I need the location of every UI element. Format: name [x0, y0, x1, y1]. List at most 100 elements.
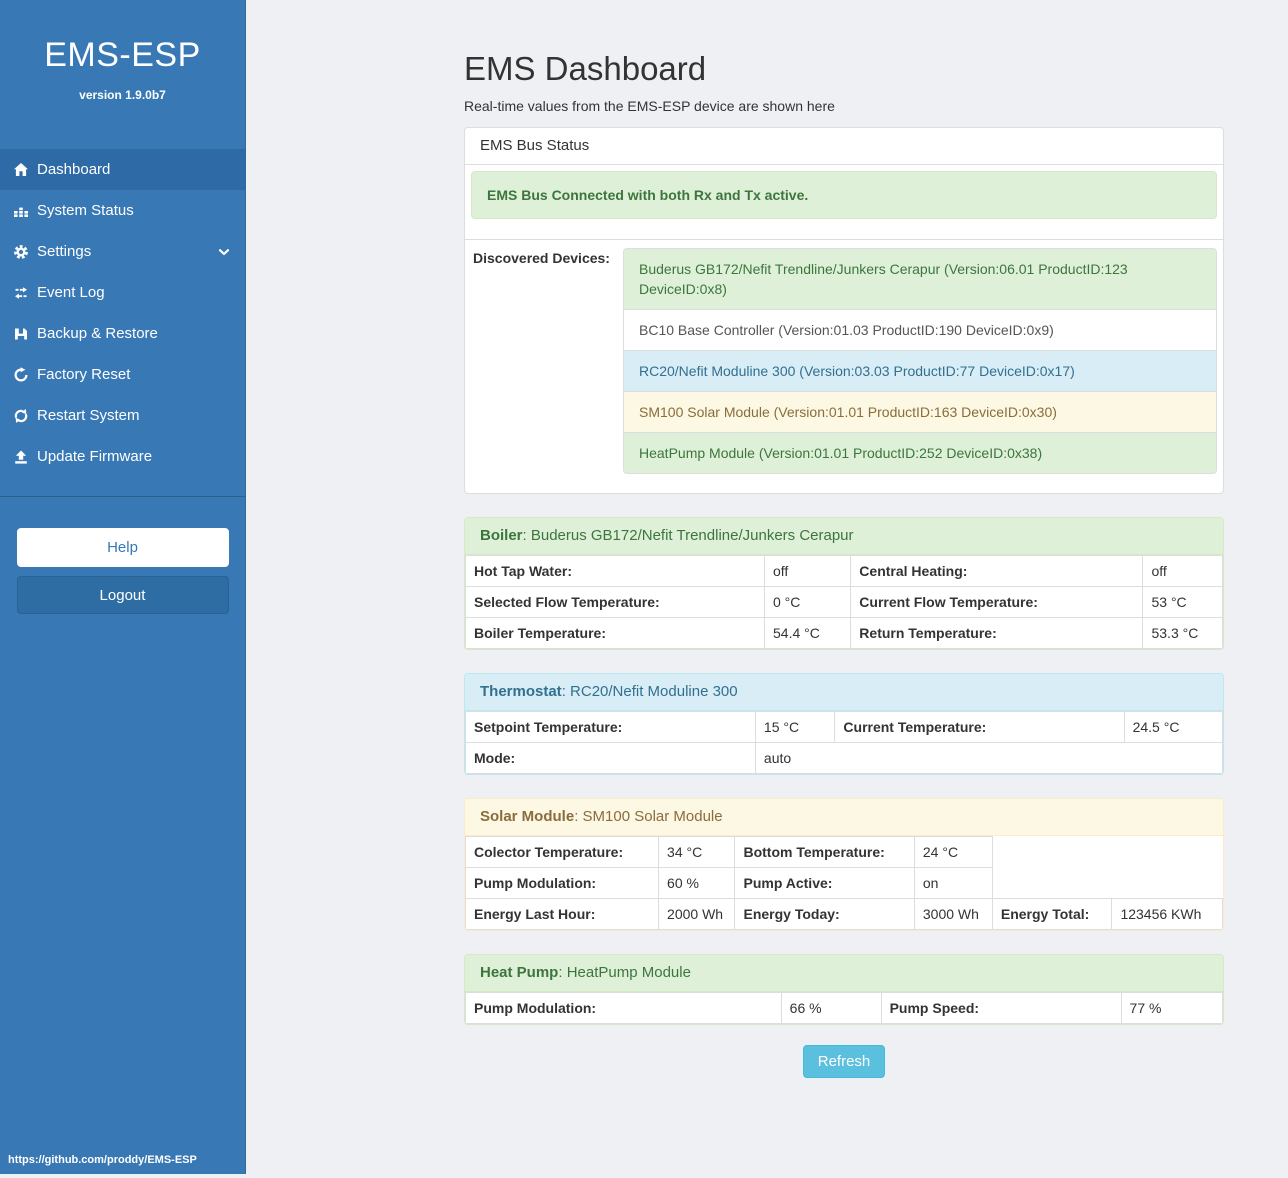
- page-subtitle: Real-time values from the EMS-ESP device…: [464, 98, 835, 114]
- sidebar: EMS-ESP version 1.9.0b7 Dashboard System…: [0, 0, 246, 1174]
- thermostat-table: Setpoint Temperature: 15 °C Current Temp…: [465, 711, 1223, 774]
- table-row: Pump Modulation: 66 % Pump Speed: 77 %: [465, 992, 1223, 1024]
- table-cell-label: Pump Modulation:: [465, 992, 782, 1024]
- table-cell-value: 24.5 °C: [1123, 711, 1223, 743]
- table-cell-value: 53.3 °C: [1142, 617, 1223, 649]
- thermostat-heading: Thermostat: RC20/Nefit Moduline 300: [465, 674, 1223, 711]
- refresh-area: Refresh: [464, 1045, 1224, 1078]
- table-row: Selected Flow Temperature: 0 °C Current …: [465, 586, 1223, 618]
- table-row: Mode: auto: [465, 742, 1223, 774]
- table-cell-label: Selected Flow Temperature:: [465, 586, 765, 618]
- boiler-device: : Buderus GB172/Nefit Trendline/Junkers …: [522, 527, 854, 544]
- sidebar-item-restart-system[interactable]: Restart System: [0, 395, 245, 436]
- solar-device: : SM100 Solar Module: [574, 808, 723, 825]
- nav-label: Event Log: [37, 284, 105, 301]
- device-item: SM100 Solar Module (Version:01.01 Produc…: [623, 391, 1217, 433]
- thermostat-device: : RC20/Nefit Moduline 300: [561, 683, 738, 700]
- table-cell-value: 53 °C: [1142, 586, 1223, 618]
- sidebar-item-event-log[interactable]: Event Log: [0, 272, 245, 313]
- heatpump-table: Pump Modulation: 66 % Pump Speed: 77 %: [465, 992, 1223, 1024]
- bus-status-heading: EMS Bus Status: [465, 128, 1223, 165]
- table-cell-label: Setpoint Temperature:: [465, 711, 756, 743]
- app-title: EMS-ESP: [44, 36, 201, 74]
- thermostat-panel: Thermostat: RC20/Nefit Moduline 300 Setp…: [464, 673, 1224, 775]
- table-row: Colector Temperature: 34 °C Bottom Tempe…: [465, 836, 1223, 868]
- devices-label: Discovered Devices:: [465, 239, 623, 493]
- boiler-title: Boiler: [480, 527, 523, 544]
- main-content: EMS Dashboard Real-time values from the …: [246, 0, 1288, 1178]
- sidebar-item-backup-restore[interactable]: Backup & Restore: [0, 313, 245, 354]
- table-cell-label: Pump Modulation:: [465, 867, 660, 899]
- table-cell-value: 123456 KWh: [1111, 898, 1223, 930]
- table-row: Energy Last Hour: 2000 Wh Energy Today: …: [465, 898, 1223, 930]
- gear-icon: [13, 244, 29, 260]
- device-item: RC20/Nefit Moduline 300 (Version:03.03 P…: [623, 350, 1217, 392]
- table-cell-value: 60 %: [658, 867, 736, 899]
- table-cell-label: Pump Active:: [734, 867, 915, 899]
- bus-status-body: EMS Bus Connected with both Rx and Tx ac…: [465, 165, 1223, 239]
- refresh-button[interactable]: Refresh: [802, 1045, 886, 1078]
- nav-label: Restart System: [37, 407, 140, 424]
- table-row: Hot Tap Water: off Central Heating: off: [465, 555, 1223, 587]
- table-cell-label: Current Temperature:: [834, 711, 1125, 743]
- thermostat-title: Thermostat: [480, 683, 562, 700]
- github-link[interactable]: https://github.com/proddy/EMS-ESP: [8, 1154, 197, 1166]
- help-button[interactable]: Help: [16, 528, 229, 567]
- app-version: version 1.9.0b7: [79, 88, 166, 102]
- swap-arrows-icon: [13, 285, 29, 301]
- device-list: Buderus GB172/Nefit Trendline/Junkers Ce…: [623, 239, 1223, 493]
- device-item: Buderus GB172/Nefit Trendline/Junkers Ce…: [623, 248, 1217, 310]
- boiler-panel: Boiler: Buderus GB172/Nefit Trendline/Ju…: [464, 517, 1224, 650]
- sidebar-divider: [0, 496, 245, 497]
- sidebar-item-update-firmware[interactable]: Update Firmware: [0, 436, 245, 477]
- table-cell-value: 2000 Wh: [658, 898, 736, 930]
- boiler-heading: Boiler: Buderus GB172/Nefit Trendline/Ju…: [465, 518, 1223, 555]
- device-item: BC10 Base Controller (Version:01.03 Prod…: [623, 309, 1217, 351]
- table-cell-value: 54.4 °C: [763, 617, 852, 649]
- table-cell-value: off: [763, 555, 852, 587]
- table-cell-label: Energy Last Hour:: [465, 898, 660, 930]
- nav-label: Dashboard: [37, 161, 111, 178]
- boiler-table: Hot Tap Water: off Central Heating: off …: [465, 555, 1223, 649]
- device-item: HeatPump Module (Version:01.01 ProductID…: [623, 432, 1217, 474]
- table-cell-label: Energy Total:: [991, 898, 1113, 930]
- table-cell-label: Bottom Temperature:: [734, 836, 915, 868]
- upload-icon: [13, 449, 29, 465]
- stats-icon: [13, 203, 29, 219]
- bus-connected-alert: EMS Bus Connected with both Rx and Tx ac…: [471, 171, 1217, 219]
- nav-label: Settings: [37, 243, 92, 260]
- table-cell-value: off: [1142, 555, 1223, 587]
- table-row: Setpoint Temperature: 15 °C Current Temp…: [465, 711, 1223, 743]
- table-cell-value: 0 °C: [763, 586, 852, 618]
- table-row: Discovered Devices: Buderus GB172/Nefit …: [465, 239, 1223, 493]
- home-icon: [13, 162, 29, 178]
- floppy-icon: [13, 326, 29, 342]
- sidebar-item-system-status[interactable]: System Status: [0, 190, 245, 231]
- table-cell-label: Central Heating:: [850, 555, 1144, 587]
- table-cell-label: Current Flow Temperature:: [850, 586, 1144, 618]
- nav-label: Update Firmware: [37, 448, 153, 465]
- nav-label: Backup & Restore: [37, 325, 158, 342]
- table-cell-value: 24 °C: [913, 836, 993, 868]
- table-cell-value: 66 %: [780, 992, 882, 1024]
- heatpump-title: Heat Pump: [480, 964, 559, 981]
- table-cell-value: auto: [754, 742, 1223, 774]
- nav-label: Factory Reset: [37, 366, 131, 383]
- heatpump-device: : HeatPump Module: [558, 964, 691, 981]
- sync-icon: [13, 408, 29, 424]
- table-cell-label: Colector Temperature:: [465, 836, 660, 868]
- solar-title: Solar Module: [480, 808, 575, 825]
- table-cell-label: Pump Speed:: [880, 992, 1122, 1024]
- table-cell-value: 3000 Wh: [913, 898, 993, 930]
- table-cell-label: Hot Tap Water:: [465, 555, 765, 587]
- solar-heading: Solar Module: SM100 Solar Module: [465, 799, 1223, 836]
- chevron-down-icon: [216, 244, 232, 260]
- sidebar-item-factory-reset[interactable]: Factory Reset: [0, 354, 245, 395]
- sidebar-item-dashboard[interactable]: Dashboard: [0, 149, 245, 190]
- table-cell-label: Mode:: [465, 742, 756, 774]
- page-title: EMS Dashboard: [464, 50, 707, 87]
- sidebar-item-settings[interactable]: Settings: [0, 231, 245, 272]
- solar-table: Colector Temperature: 34 °C Bottom Tempe…: [465, 836, 1223, 930]
- logout-button[interactable]: Logout: [16, 576, 229, 614]
